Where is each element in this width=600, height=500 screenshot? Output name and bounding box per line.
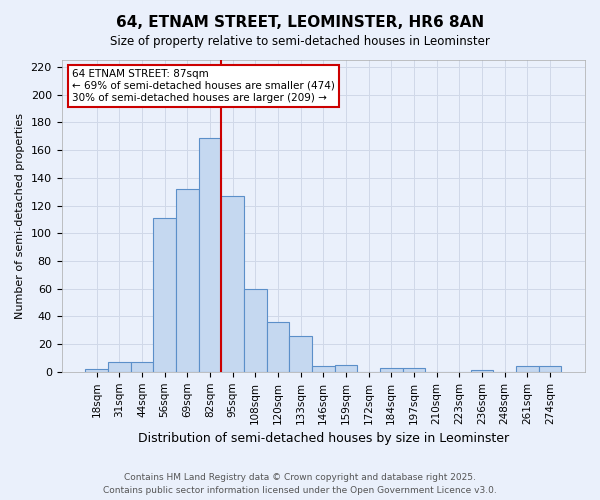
Bar	[380, 368, 403, 372]
Bar	[131, 362, 154, 372]
Text: Size of property relative to semi-detached houses in Leominster: Size of property relative to semi-detach…	[110, 35, 490, 48]
Bar	[85, 369, 108, 372]
X-axis label: Distribution of semi-detached houses by size in Leominster: Distribution of semi-detached houses by …	[138, 432, 509, 445]
Bar	[266, 322, 289, 372]
Bar	[312, 366, 335, 372]
Bar	[199, 138, 221, 372]
Bar	[176, 189, 199, 372]
Bar	[289, 336, 312, 372]
Bar	[516, 366, 539, 372]
Bar	[403, 368, 425, 372]
Bar	[154, 218, 176, 372]
Bar	[539, 366, 561, 372]
Y-axis label: Number of semi-detached properties: Number of semi-detached properties	[15, 113, 25, 319]
Bar	[335, 365, 357, 372]
Bar	[244, 288, 266, 372]
Bar	[221, 196, 244, 372]
Text: 64, ETNAM STREET, LEOMINSTER, HR6 8AN: 64, ETNAM STREET, LEOMINSTER, HR6 8AN	[116, 15, 484, 30]
Bar	[108, 362, 131, 372]
Text: 64 ETNAM STREET: 87sqm
← 69% of semi-detached houses are smaller (474)
30% of se: 64 ETNAM STREET: 87sqm ← 69% of semi-det…	[72, 70, 335, 102]
Bar	[470, 370, 493, 372]
Text: Contains HM Land Registry data © Crown copyright and database right 2025.
Contai: Contains HM Land Registry data © Crown c…	[103, 473, 497, 495]
